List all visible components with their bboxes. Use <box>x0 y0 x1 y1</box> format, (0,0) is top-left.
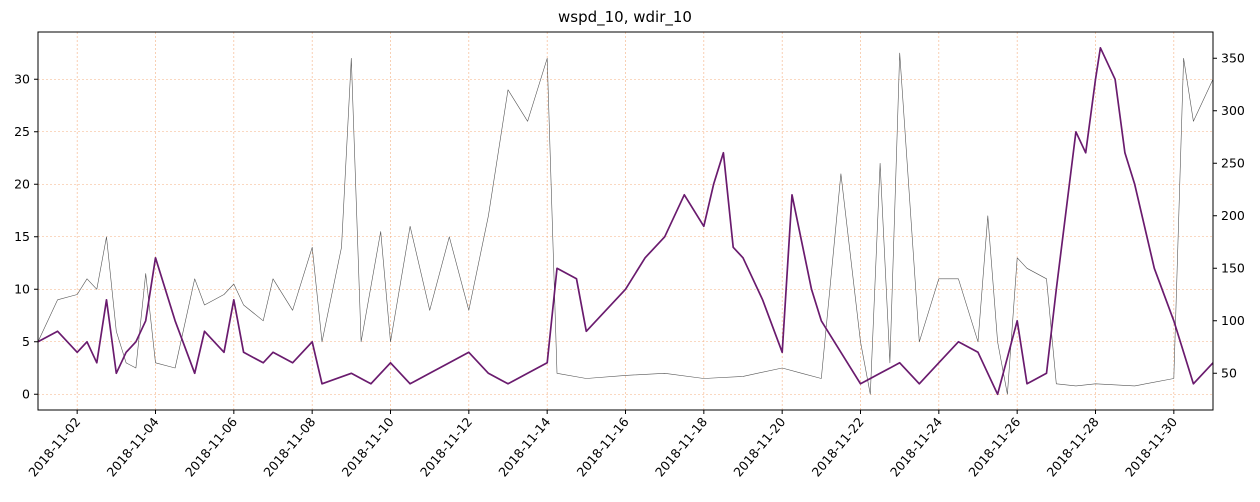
x-axis: 2018-11-02 2018-11-04 2018-11-06 2018-11-08… <box>25 410 1180 480</box>
y-right-tick-label: 50 <box>1221 365 1237 380</box>
y-left-tick-label: 0 <box>22 386 30 401</box>
x-tick-label: 2018-11-28 <box>1044 414 1102 479</box>
series-right <box>37 52 1214 395</box>
series-left <box>37 46 1214 396</box>
y-left-tick-label: 5 <box>22 334 30 349</box>
x-tick-label: 2018-11-02 <box>25 414 83 479</box>
y-right-tick-label: 100 <box>1221 313 1245 328</box>
x-tick-label: 2018-11-30 <box>1122 414 1180 479</box>
x-tick-label: 2018-11-22 <box>809 414 867 479</box>
x-tick-label: 2018-11-26 <box>965 414 1023 479</box>
x-tick-label: 2018-11-08 <box>260 414 318 479</box>
y-left-tick-label: 30 <box>14 71 30 86</box>
y-right-tick-label: 200 <box>1221 208 1245 223</box>
x-tick-label: 2018-11-14 <box>495 414 553 479</box>
grid <box>38 32 1213 410</box>
x-tick-label: 2018-11-12 <box>417 414 475 479</box>
y-left-tick-label: 25 <box>14 124 30 139</box>
series-line-left <box>37 46 1214 396</box>
x-tick-label: 2018-11-18 <box>652 414 710 479</box>
series-line-right <box>37 52 1214 395</box>
y-right-tick-label: 150 <box>1221 260 1245 275</box>
y-axis-right: 50 100 150 200 250 300 350 <box>1213 50 1245 380</box>
x-tick-label: 2018-11-10 <box>339 414 397 479</box>
y-right-tick-label: 250 <box>1221 155 1245 170</box>
y-left-tick-label: 10 <box>14 281 30 296</box>
x-tick-label: 2018-11-24 <box>887 414 945 479</box>
x-tick-label: 2018-11-06 <box>182 414 240 479</box>
x-tick-label: 2018-11-16 <box>574 414 632 479</box>
x-tick-label: 2018-11-04 <box>104 414 162 479</box>
y-left-tick-label: 15 <box>14 229 30 244</box>
x-tick-label: 2018-11-20 <box>730 414 788 479</box>
y-right-tick-label: 350 <box>1221 50 1245 65</box>
y-left-tick-label: 20 <box>14 176 30 191</box>
y-right-tick-label: 300 <box>1221 103 1245 118</box>
chart-title: wspd_10, wdir_10 <box>558 8 692 27</box>
y-axis-left: 0 5 10 15 20 25 30 <box>14 71 38 401</box>
